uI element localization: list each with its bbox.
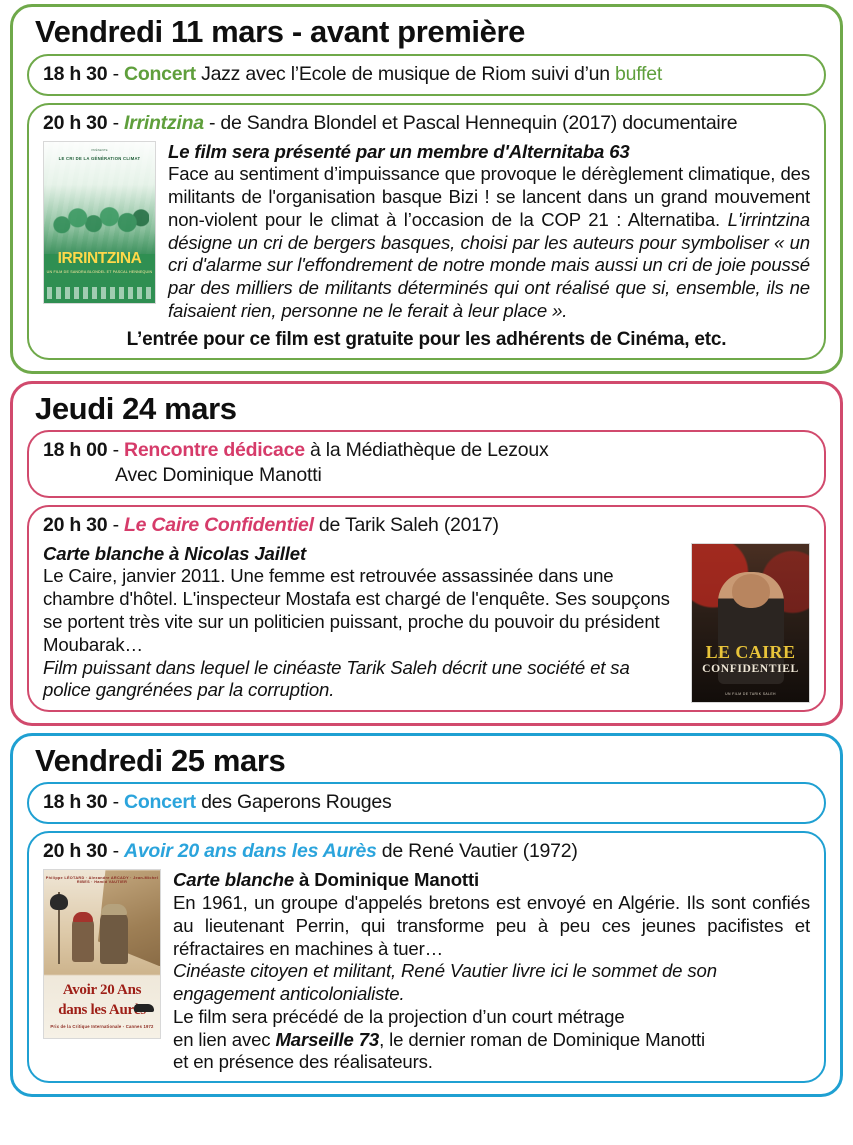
- film-synopsis-italic: Cinéaste citoyen et militant, René Vauti…: [173, 960, 717, 1005]
- event-second-line: Avec Dominique Manotti: [115, 464, 322, 487]
- poster-title-line2: dans les Aurès: [58, 1002, 146, 1019]
- film-credits: de Tarik Saleh (2017): [313, 513, 499, 536]
- poster-figure-right: [100, 910, 128, 965]
- event-accent-label: Rencontre dédicace: [123, 439, 305, 462]
- poster-hat-left: [73, 912, 93, 923]
- film-extra-line-3: et en présence des réalisateurs.: [173, 1051, 433, 1073]
- event-accent-tail: buffet: [615, 62, 662, 85]
- film-text: Carte blanche à Dominique Manotti En 196…: [173, 869, 810, 1074]
- film-title: Irrintzina: [123, 111, 204, 134]
- poster-vehicle: [134, 1004, 154, 1013]
- film-footer-note: L’entrée pour ce film est gratuite pour …: [126, 328, 727, 350]
- event-headline: 18 h 30 - Concert des Gaperons Rouges: [43, 790, 810, 815]
- film-presenter: Carte blanche à Nicolas Jaillet: [43, 542, 307, 564]
- event-dash: -: [112, 111, 120, 134]
- film-presenter: Carte blanche à Dominique Manotti: [173, 869, 810, 892]
- poster-subtitle: CONFIDENTIEL: [702, 661, 799, 675]
- poster-face: [732, 573, 770, 608]
- event-irrintzina[interactable]: 20 h 30 - Irrintzina - de Sandra Blondel…: [27, 102, 826, 360]
- event-time: 18 h 30: [43, 791, 108, 814]
- event-headline: 18 h 00 - Rencontre dédicace à la Médiat…: [43, 438, 810, 463]
- film-title: Avoir 20 ans dans les Aurès: [123, 840, 377, 863]
- film-extra-book-title: Marseille 73: [275, 1028, 380, 1050]
- film-headline: 20 h 30 - Irrintzina - de Sandra Blondel…: [43, 111, 810, 136]
- poster-title-line1: Avoir 20 Ans: [62, 982, 142, 999]
- poster-credits: UN FILM DE TARIK SALEH: [725, 691, 776, 696]
- event-rest: des Gaperons Rouges: [195, 791, 392, 814]
- event-time: 20 h 30: [43, 513, 108, 536]
- film-presenter-bold: Carte blanche: [173, 869, 295, 891]
- film-presenter: Le film sera présenté par un membre d'Al…: [168, 140, 630, 162]
- film-presenter-rest: à Dominique Manotti: [294, 869, 480, 891]
- film-text: Carte blanche à Nicolas Jaillet Le Caire…: [43, 543, 679, 702]
- film-synopsis: En 1961, un groupe d'appelés bretons est…: [173, 892, 810, 959]
- event-dash: -: [112, 840, 120, 863]
- day-title: Vendredi 11 mars - avant première: [35, 14, 525, 49]
- event-rencontre-dedicace[interactable]: 18 h 00 - Rencontre dédicace à la Médiat…: [27, 430, 826, 498]
- event-accent-label: Concert: [123, 791, 196, 814]
- event-le-caire-confidentiel[interactable]: 20 h 30 - Le Caire Confidentiel de Tarik…: [27, 504, 826, 712]
- film-block: Carte blanche à Nicolas Jaillet Le Caire…: [43, 542, 810, 703]
- film-block: PRÉSENTE LE CRI DE LA GÉNÉRATION CLIMAT …: [43, 140, 810, 323]
- film-extra-pre: en lien avec: [173, 1028, 276, 1050]
- poster-title: LE CAIRE: [705, 641, 796, 662]
- event-rest: à la Médiathèque de Lezoux: [304, 439, 549, 462]
- poster-pole: [58, 892, 60, 965]
- poster-figures: [50, 189, 149, 248]
- event-dash: -: [112, 791, 120, 814]
- event-time: 18 h 30: [43, 62, 108, 85]
- day-panel-vendredi-25-mars: Vendredi 25 mars 18 h 30 - Concert des G…: [10, 732, 843, 1098]
- poster-tagline: LE CRI DE LA GÉNÉRATION CLIMAT: [58, 155, 141, 161]
- le-caire-confidentiel-poster: LE CAIRE CONFIDENTIEL UN FILM DE TARIK S…: [691, 542, 810, 703]
- film-credits: de René Vautier (1972): [376, 840, 578, 863]
- poster-crow: [50, 894, 68, 911]
- film-credits: - de Sandra Blondel et Pascal Hennequin …: [209, 111, 738, 134]
- event-concert-jazz[interactable]: 18 h 30 - Concert Jazz avec l’Ecole de m…: [27, 53, 826, 96]
- day-title: Jeudi 24 mars: [35, 390, 237, 426]
- event-dash: -: [112, 513, 120, 536]
- film-extra-line-1: Le film sera précédé de la projection d’…: [173, 1005, 625, 1027]
- film-headline: 20 h 30 - Avoir 20 ans dans les Aurès de…: [43, 839, 810, 864]
- poster-cast-names: Philippe LÉOTARD · Alexandre ARCADY · Je…: [45, 876, 159, 885]
- day-panel-vendredi-11-mars: Vendredi 11 mars - avant première 18 h 3…: [10, 4, 843, 374]
- film-text: Le film sera présenté par un membre d'Al…: [168, 141, 810, 323]
- poster-title: IRRINTZINA: [57, 249, 142, 267]
- event-avoir-20-ans-dans-les-aures[interactable]: 20 h 30 - Avoir 20 ans dans les Aurès de…: [27, 831, 826, 1084]
- event-dash: -: [112, 62, 120, 85]
- film-synopsis-italic: L'irrintzina désigne un cri de bergers b…: [168, 208, 810, 321]
- event-rest: Jazz avec l’Ecole de musique de Riom sui…: [195, 62, 616, 85]
- event-accent-label: Concert: [123, 62, 196, 85]
- event-concert-gaperons-rouges[interactable]: 18 h 30 - Concert des Gaperons Rouges: [27, 782, 826, 825]
- film-synopsis: Le Caire, janvier 2011. Une femme est re…: [43, 565, 670, 655]
- film-block: Philippe LÉOTARD · Alexandre ARCADY · Je…: [43, 869, 810, 1074]
- film-synopsis-roman: Face au sentiment d’impuissance que prov…: [168, 163, 810, 230]
- film-extra-post: , le dernier roman de Dominique Manotti: [379, 1028, 705, 1050]
- film-extra-line-2: en lien avec Marseille 73, le dernier ro…: [173, 1029, 810, 1052]
- irrintzina-poster: PRÉSENTE LE CRI DE LA GÉNÉRATION CLIMAT …: [43, 140, 156, 304]
- film-title: Le Caire Confidentiel: [123, 513, 314, 536]
- event-headline: 18 h 30 - Concert Jazz avec l’Ecole de m…: [43, 62, 810, 87]
- poster-credit-strip: [47, 286, 152, 299]
- poster-subtitle: UN FILM DE SANDRA BLONDEL ET PASCAL HENN…: [46, 269, 153, 274]
- event-dash: -: [112, 439, 120, 462]
- event-time: 20 h 30: [43, 111, 108, 134]
- film-synopsis-italic: Film puissant dans lequel le cinéaste Ta…: [43, 656, 630, 701]
- poster-overline: PRÉSENTE: [91, 147, 108, 152]
- film-headline: 20 h 30 - Le Caire Confidentiel de Tarik…: [43, 513, 810, 538]
- event-time: 20 h 30: [43, 840, 108, 863]
- event-time: 18 h 00: [43, 439, 108, 462]
- film-synopsis: Face au sentiment d’impuissance que prov…: [168, 163, 810, 322]
- day-title: Vendredi 25 mars: [35, 742, 286, 778]
- avoir-20-ans-dans-les-aures-poster: Philippe LÉOTARD · Alexandre ARCADY · Je…: [43, 869, 161, 1040]
- poster-figure-left: [72, 916, 94, 963]
- poster-prize: Prix de la Critique Internationale - Can…: [50, 1024, 154, 1030]
- poster-hat-right: [101, 904, 127, 916]
- day-panel-jeudi-24-mars: Jeudi 24 mars 18 h 00 - Rencontre dédica…: [10, 380, 843, 726]
